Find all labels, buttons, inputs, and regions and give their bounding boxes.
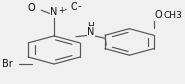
Text: O: O [70, 2, 78, 12]
Text: H: H [88, 22, 94, 31]
Text: N: N [87, 27, 95, 37]
Text: +: + [58, 6, 64, 15]
Text: O: O [154, 10, 162, 20]
Text: CH3: CH3 [164, 11, 183, 20]
Text: O: O [28, 3, 35, 13]
Text: -: - [77, 1, 81, 11]
Text: N: N [50, 7, 58, 17]
Text: Br: Br [2, 59, 13, 69]
